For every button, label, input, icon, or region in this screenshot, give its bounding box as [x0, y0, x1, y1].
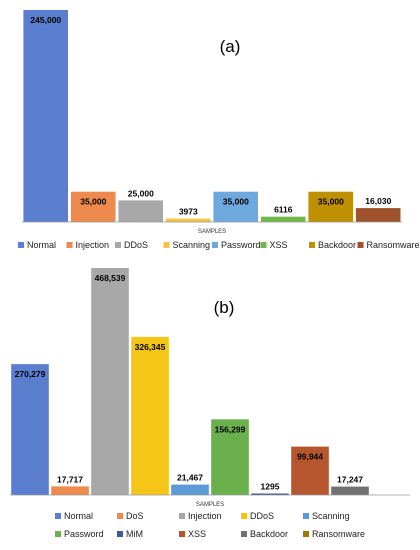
bar-value-label: 468,539 [95, 273, 126, 283]
bar-value-label: 270,279 [15, 369, 46, 379]
legend-swatch [163, 242, 170, 248]
x-axis-label: SAMPLES [196, 502, 224, 508]
legend-swatch [260, 242, 267, 248]
bar-ddos [131, 336, 169, 495]
legend-swatch [241, 531, 247, 537]
legend-entry-backdoor: Backdoor [318, 240, 356, 250]
bar-value-label: 6116 [274, 205, 293, 215]
bar-value-label: 17,717 [57, 474, 83, 484]
bar-ransomware [355, 208, 401, 222]
legend-entry-normal: Normal [27, 240, 56, 250]
bar-normal [23, 10, 68, 222]
bar-backdoor [308, 191, 353, 222]
legend-swatch [18, 242, 24, 248]
bar-value-label: 156,299 [215, 424, 246, 434]
bar-value-label: 3973 [179, 207, 198, 217]
bar-dos [51, 486, 89, 495]
legend-swatch [117, 531, 123, 537]
chart-panel-a: (a) 245,000 35,000 25,000 3973 35,000 6116 35,0… [18, 10, 420, 250]
bar-xss [260, 216, 306, 222]
bar-value-label: 245,000 [30, 15, 61, 25]
bar-value-label: 1295 [261, 482, 280, 492]
bar-value-label: 21,467 [177, 473, 203, 483]
legend-entry-ransomware: Ransomware [367, 240, 420, 250]
bar-backdoor [331, 486, 369, 495]
legend-swatch [55, 531, 61, 537]
bar-normal [11, 364, 49, 495]
legend-entry-password: Password [221, 240, 261, 250]
legend-swatch [115, 242, 121, 248]
bar-value-label: 17,247 [337, 475, 363, 485]
legend-swatch [309, 242, 315, 248]
panel-label: (a) [220, 37, 241, 56]
legend-swatch [303, 513, 309, 519]
bar-injection [70, 191, 116, 222]
x-axis-label: SAMPLES [198, 229, 226, 235]
legend-swatch [66, 242, 73, 248]
legend-swatch [179, 531, 185, 537]
bar-ddos [118, 200, 163, 222]
legend-entry-backdoor: Backdoor [250, 529, 288, 539]
legend-entry-normal: Normal [64, 511, 93, 521]
legend-entry-xss: XSS [270, 240, 288, 250]
legend-entry-ddos: DDoS [250, 511, 274, 521]
legend-entry-ransomware: Ransomware [312, 529, 365, 539]
bar-injection [91, 268, 129, 495]
bar-xss [291, 446, 329, 495]
bar-value-label: 16,030 [365, 196, 391, 206]
bar-password [213, 191, 258, 222]
legend-entry-ddos: DDoS [124, 240, 148, 250]
legend-entry-injection: Injection [188, 511, 222, 521]
legend-entry-injection: Injection [76, 240, 110, 250]
legend-entry-scanning: Scanning [312, 511, 350, 521]
bar-password [211, 419, 249, 495]
bar-scanning [165, 218, 211, 222]
bar-scanning [171, 484, 209, 495]
bar-mim [251, 493, 289, 495]
legend-swatch [212, 242, 218, 248]
legend-swatch [55, 513, 61, 519]
legend-swatch [241, 513, 247, 519]
legend-swatch [179, 513, 185, 519]
bar-value-label: 35,000 [318, 197, 344, 207]
legend-entry-dos: DoS [126, 511, 144, 521]
bar-value-label: 99,944 [297, 452, 323, 462]
legend-swatch [357, 242, 364, 248]
bar-value-label: 35,000 [80, 197, 106, 207]
legend-entry-mim: MiM [126, 529, 143, 539]
chart-panel-b: (b) 270,279 17,717 468,539 326,345 21,467 156,… [10, 268, 410, 539]
legend-entry-xss: XSS [188, 529, 206, 539]
legend-swatch [117, 513, 123, 519]
panel-label: (b) [214, 298, 235, 317]
bar-value-label: 326,345 [135, 342, 166, 352]
bar-value-label: 25,000 [128, 188, 154, 198]
legend-entry-password: Password [64, 529, 104, 539]
legend-entry-scanning: Scanning [173, 240, 211, 250]
legend-swatch [303, 531, 309, 537]
bar-value-label: 35,000 [223, 197, 249, 207]
